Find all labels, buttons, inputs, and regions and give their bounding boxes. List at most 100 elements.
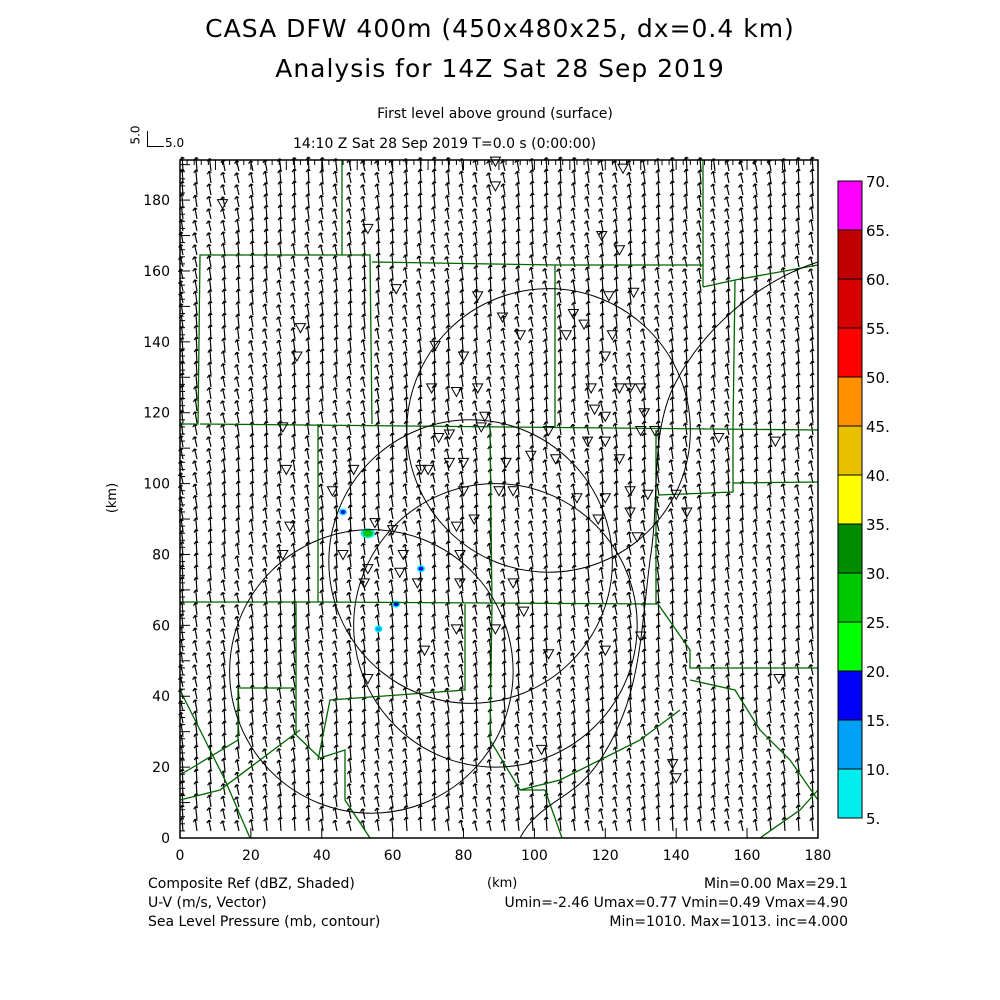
station-marker bbox=[571, 493, 583, 504]
radar-range-ring bbox=[406, 288, 691, 573]
station-marker bbox=[347, 464, 360, 476]
colorbar-label: 20. bbox=[866, 663, 890, 681]
station-marker bbox=[602, 291, 615, 302]
x-tick-label: 80 bbox=[455, 848, 473, 864]
plot-frame bbox=[179, 159, 819, 839]
station-marker bbox=[535, 744, 548, 756]
y-tick-label: 40 bbox=[152, 689, 170, 705]
reflectivity-echo bbox=[362, 529, 373, 537]
station-marker bbox=[411, 578, 424, 589]
wind-vectors bbox=[177, 156, 815, 832]
station-marker bbox=[361, 223, 374, 235]
station-marker bbox=[457, 486, 470, 497]
county-boundary bbox=[199, 423, 819, 431]
time-label: 14:10 Z Sat 28 Sep 2019 T=0.0 s (0:00:00… bbox=[293, 136, 597, 152]
station-marker bbox=[429, 340, 442, 352]
station-marker bbox=[489, 181, 502, 192]
station-marker bbox=[606, 330, 619, 341]
vector-key-icon bbox=[147, 131, 164, 147]
colorbar-swatch bbox=[837, 670, 863, 721]
station-marker bbox=[358, 578, 371, 589]
y-tick-label: 140 bbox=[143, 335, 170, 351]
county-boundary bbox=[759, 789, 819, 839]
colorbar-swatch bbox=[837, 572, 863, 623]
colorbar-label: 5. bbox=[866, 810, 880, 828]
station-marker bbox=[475, 422, 488, 433]
colorbar-swatch bbox=[837, 425, 863, 476]
y-tick-label: 0 bbox=[161, 831, 170, 847]
station-marker bbox=[613, 383, 626, 394]
station-marker bbox=[443, 429, 456, 441]
station-marker bbox=[500, 457, 512, 469]
county-boundary bbox=[342, 254, 373, 425]
station-marker bbox=[507, 486, 519, 497]
station-marker bbox=[624, 486, 636, 497]
station-marker bbox=[397, 549, 410, 561]
colorbar-label: 65. bbox=[866, 222, 890, 240]
station-marker bbox=[649, 425, 661, 437]
title-line-1: CASA DFW 400m (450x480x25, dx=0.4 km) bbox=[205, 14, 795, 43]
y-axis-label: (km) bbox=[105, 483, 120, 513]
reflectivity-echo bbox=[375, 626, 381, 631]
station-marker bbox=[617, 163, 629, 175]
county-boundary bbox=[657, 430, 734, 496]
y-tick-label: 80 bbox=[152, 547, 170, 563]
station-marker bbox=[631, 532, 644, 543]
station-marker bbox=[585, 383, 597, 394]
pressure-contour bbox=[519, 261, 819, 839]
station-marker bbox=[471, 383, 484, 394]
station-marker bbox=[489, 156, 502, 168]
station-marker bbox=[542, 425, 555, 437]
county-boundary bbox=[179, 689, 251, 839]
colorbar-swatch bbox=[837, 376, 863, 427]
colorbar-swatch bbox=[837, 474, 863, 525]
station-marker bbox=[599, 493, 612, 504]
station-marker bbox=[443, 457, 456, 469]
station-marker bbox=[276, 422, 289, 433]
colorbar-swatch bbox=[837, 719, 863, 770]
county-boundary bbox=[180, 160, 343, 425]
station-marker bbox=[432, 433, 445, 444]
county-boundary bbox=[689, 679, 819, 801]
colorbar-label: 30. bbox=[866, 565, 890, 583]
colorbar-label: 60. bbox=[866, 271, 890, 289]
county-boundary bbox=[732, 481, 819, 484]
station-marker bbox=[666, 759, 679, 770]
x-tick-label: 120 bbox=[592, 848, 619, 864]
x-tick-label: 100 bbox=[521, 848, 548, 864]
station-marker bbox=[560, 330, 573, 341]
station-marker bbox=[450, 521, 463, 533]
station-marker bbox=[454, 549, 466, 561]
station-marker bbox=[517, 606, 530, 618]
station-marker bbox=[599, 436, 612, 448]
station-marker bbox=[670, 773, 683, 784]
colorbar-label: 50. bbox=[866, 369, 890, 387]
station-marker bbox=[468, 514, 481, 526]
station-marker bbox=[454, 578, 466, 589]
y-tick-label: 160 bbox=[143, 264, 170, 280]
station-marker bbox=[415, 464, 427, 476]
county-boundary bbox=[489, 427, 493, 605]
legend-field3-label: Sea Level Pressure (mb, contour) bbox=[148, 914, 381, 930]
station-marker bbox=[422, 464, 434, 476]
vector-key-u: 5.0 bbox=[165, 136, 185, 150]
y-tick-label: 60 bbox=[152, 618, 170, 634]
station-marker bbox=[216, 199, 229, 210]
y-tick-label: 20 bbox=[152, 760, 170, 776]
station-marker bbox=[641, 489, 654, 501]
colorbar-swatch bbox=[837, 180, 863, 231]
level-label: First level above ground (surface) bbox=[377, 106, 613, 122]
station-marker bbox=[680, 507, 693, 518]
county-boundary bbox=[180, 424, 319, 603]
county-boundary bbox=[317, 601, 657, 605]
station-marker bbox=[525, 450, 537, 462]
y-tick-label: 100 bbox=[143, 477, 170, 493]
colorbar-swatch bbox=[837, 327, 863, 378]
x-tick-label: 180 bbox=[805, 848, 832, 864]
station-marker bbox=[634, 425, 647, 437]
station-marker bbox=[471, 291, 484, 302]
station-marker bbox=[386, 525, 399, 536]
station-marker bbox=[369, 518, 381, 529]
station-marker bbox=[425, 383, 438, 394]
